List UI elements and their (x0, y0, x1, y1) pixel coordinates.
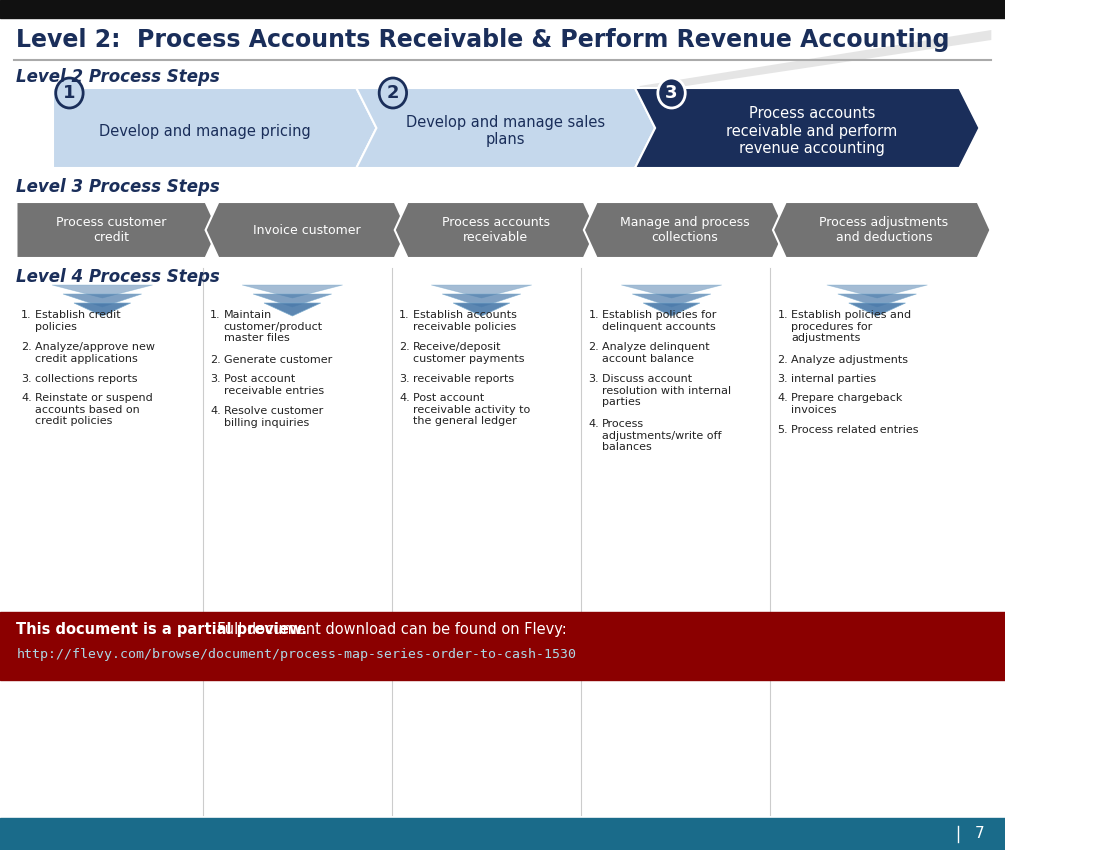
Polygon shape (621, 285, 722, 298)
Text: Process
adjustments/write off
balances: Process adjustments/write off balances (602, 419, 722, 452)
Polygon shape (442, 294, 520, 307)
Polygon shape (632, 294, 711, 307)
Polygon shape (773, 202, 990, 258)
Text: Process related entries: Process related entries (791, 425, 918, 435)
Bar (0, 612, 1005, 680)
Polygon shape (63, 294, 142, 307)
Text: Resolve customer
billing inquiries: Resolve customer billing inquiries (224, 406, 323, 428)
Text: Establish credit
policies: Establish credit policies (35, 310, 120, 332)
Text: 3.: 3. (210, 374, 221, 384)
Text: 4.: 4. (21, 393, 32, 403)
Text: Develop and manage sales
plans: Develop and manage sales plans (406, 115, 605, 147)
Polygon shape (74, 303, 131, 316)
Text: 2.: 2. (778, 355, 789, 365)
Text: Prepare chargeback
invoices: Prepare chargeback invoices (791, 393, 903, 415)
Text: Discuss account
resolution with internal
parties: Discuss account resolution with internal… (602, 374, 732, 407)
Polygon shape (395, 202, 596, 258)
Text: 7: 7 (975, 826, 984, 842)
Text: Establish policies for
delinquent accounts: Establish policies for delinquent accoun… (602, 310, 716, 332)
Polygon shape (431, 285, 531, 298)
Text: Maintain
customer/product
master files: Maintain customer/product master files (224, 310, 323, 343)
Polygon shape (849, 303, 905, 316)
Text: 1.: 1. (21, 310, 32, 320)
Polygon shape (242, 285, 342, 298)
Polygon shape (838, 294, 916, 307)
Circle shape (658, 78, 685, 108)
Text: Analyze delinquent
account balance: Analyze delinquent account balance (602, 342, 710, 364)
Text: 2: 2 (386, 84, 399, 102)
Text: Establish policies and
procedures for
adjustments: Establish policies and procedures for ad… (791, 310, 912, 343)
Text: 5.: 5. (778, 425, 789, 435)
Circle shape (379, 78, 407, 108)
Polygon shape (53, 88, 376, 168)
Polygon shape (356, 88, 656, 168)
Text: 4.: 4. (210, 406, 221, 416)
Text: 1.: 1. (399, 310, 410, 320)
Polygon shape (52, 285, 153, 298)
Polygon shape (16, 202, 219, 258)
Text: 1.: 1. (778, 310, 789, 320)
Text: Reinstate or suspend
accounts based on
credit policies: Reinstate or suspend accounts based on c… (35, 393, 153, 426)
Text: Process accounts
receivable and perform
revenue accounting: Process accounts receivable and perform … (726, 106, 898, 156)
Polygon shape (644, 303, 700, 316)
Text: 2.: 2. (21, 342, 32, 352)
Text: Establish accounts
receivable policies: Establish accounts receivable policies (412, 310, 517, 332)
Text: 2.: 2. (210, 355, 221, 365)
Text: Invoice customer: Invoice customer (253, 224, 361, 236)
Text: 1: 1 (63, 84, 76, 102)
Polygon shape (264, 303, 321, 316)
Text: Develop and manage pricing: Develop and manage pricing (99, 123, 310, 139)
Text: Level 2 Process Steps: Level 2 Process Steps (16, 68, 220, 86)
Text: 2.: 2. (399, 342, 410, 352)
Text: Level 3 Process Steps: Level 3 Process Steps (16, 178, 220, 196)
Text: Receive/deposit
customer payments: Receive/deposit customer payments (412, 342, 525, 364)
Text: Analyze/approve new
credit applications: Analyze/approve new credit applications (35, 342, 155, 364)
Text: This document is a partial preview.: This document is a partial preview. (16, 622, 308, 637)
Text: Manage and process
collections: Manage and process collections (620, 216, 749, 244)
Text: Process accounts
receivable: Process accounts receivable (442, 216, 550, 244)
Text: 4.: 4. (588, 419, 600, 429)
Text: Post account
receivable entries: Post account receivable entries (224, 374, 324, 395)
Polygon shape (584, 202, 785, 258)
Text: Process customer
credit: Process customer credit (56, 216, 166, 244)
Text: internal parties: internal parties (791, 374, 877, 384)
Text: 3: 3 (666, 84, 678, 102)
Text: 4.: 4. (778, 393, 789, 403)
Bar (0, 0, 1005, 18)
Text: Post account
receivable activity to
the general ledger: Post account receivable activity to the … (412, 393, 530, 426)
Text: Full document download can be found on Flevy:: Full document download can be found on F… (208, 622, 568, 637)
Polygon shape (635, 88, 979, 168)
Text: 3.: 3. (778, 374, 789, 384)
Text: collections reports: collections reports (35, 374, 138, 384)
Text: 1.: 1. (210, 310, 221, 320)
Text: Level 4 Process Steps: Level 4 Process Steps (16, 268, 220, 286)
Text: 4.: 4. (399, 393, 410, 403)
Text: 3.: 3. (21, 374, 32, 384)
Text: Process adjustments
and deductions: Process adjustments and deductions (820, 216, 948, 244)
Polygon shape (253, 294, 332, 307)
Text: Level 2:  Process Accounts Receivable & Perform Revenue Accounting: Level 2: Process Accounts Receivable & P… (16, 28, 950, 52)
Text: 2.: 2. (588, 342, 600, 352)
Text: 3.: 3. (399, 374, 410, 384)
Text: http://flevy.com/browse/document/process-map-series-order-to-cash-1530: http://flevy.com/browse/document/process… (16, 648, 576, 661)
Polygon shape (453, 303, 509, 316)
Text: Generate customer: Generate customer (224, 355, 332, 365)
Text: 1.: 1. (588, 310, 600, 320)
Bar (0, 818, 1005, 850)
Polygon shape (639, 30, 991, 93)
Polygon shape (827, 285, 927, 298)
Polygon shape (206, 202, 407, 258)
Text: Analyze adjustments: Analyze adjustments (791, 355, 909, 365)
Text: receivable reports: receivable reports (412, 374, 514, 384)
Text: 3.: 3. (588, 374, 600, 384)
Circle shape (56, 78, 84, 108)
